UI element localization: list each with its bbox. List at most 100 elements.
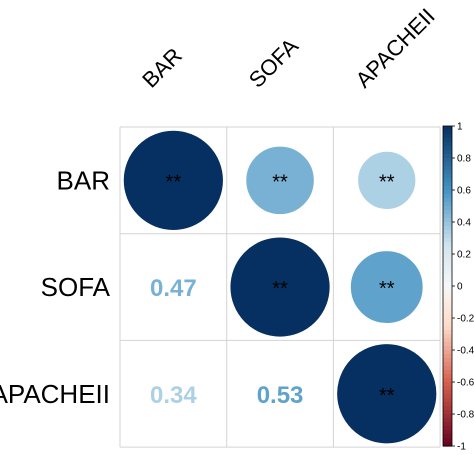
significance-mark: ** <box>272 278 288 300</box>
colorbar-segment <box>443 302 452 307</box>
corr-circle-bar-sofa <box>244 145 316 216</box>
colorbar-segment <box>443 182 452 187</box>
colorbar-segment <box>443 142 452 147</box>
colorbar-tick-label: 0.8 <box>457 154 471 165</box>
colorbar-segment <box>443 426 452 431</box>
corr-circle-bar-apacheii <box>356 150 417 211</box>
colorbar-segment <box>443 170 452 175</box>
colorbar-segment <box>443 178 452 183</box>
colorbar-segment <box>443 442 452 447</box>
colorbar-segment <box>443 250 452 255</box>
colorbar-segment <box>443 370 452 375</box>
colorbar-segment <box>443 330 452 335</box>
colorbar-segment <box>443 350 452 355</box>
colorbar-segment <box>443 234 452 239</box>
colorbar-segment <box>443 326 452 331</box>
colorbar-segment <box>443 366 452 371</box>
corr-circle-sofa-sofa <box>228 235 332 339</box>
colorbar-segment <box>443 386 452 391</box>
significance-mark: ** <box>379 278 395 300</box>
colorbar-segment <box>443 322 452 327</box>
colorbar-segment <box>443 278 452 283</box>
colorbar-tick-label: -0.4 <box>457 346 474 357</box>
column-label-bar: BAR <box>137 43 187 93</box>
colorbar-segment <box>443 138 452 143</box>
colorbar-segment <box>443 134 452 139</box>
colorbar-segment <box>443 198 452 203</box>
colorbar-segment <box>443 394 452 399</box>
colorbar-segment <box>443 194 452 199</box>
colorbar-tick-label: 0 <box>457 282 463 293</box>
colorbar-segment <box>443 262 452 267</box>
colorbar-segment <box>443 354 452 359</box>
colorbar-segment <box>443 306 452 311</box>
colorbar-tick-label: -1 <box>457 442 466 453</box>
corr-circle-bar-bar <box>122 129 225 232</box>
significance-mark: ** <box>166 171 182 193</box>
colorbar-segment <box>443 246 452 251</box>
colorbar-segment <box>443 190 452 195</box>
corr-circle-sofa-apacheii <box>349 249 425 325</box>
colorbar-segment <box>443 154 452 159</box>
colorbar-segment <box>443 390 452 395</box>
colorbar-segment <box>443 382 452 387</box>
colorbar-segment <box>443 202 452 207</box>
colorbar-segment <box>443 358 452 363</box>
colorbar-segment <box>443 226 452 231</box>
colorbar-segment <box>443 434 452 439</box>
colorbar-segment <box>443 438 452 443</box>
grid <box>119 126 441 448</box>
colorbar-segment <box>443 174 452 179</box>
colorbar-segment <box>443 338 452 343</box>
colorbar-segment <box>443 146 452 151</box>
column-label-sofa: SOFA <box>244 33 303 92</box>
colorbar-segment <box>443 398 452 403</box>
colorbar-segment <box>443 298 452 303</box>
row-label-apacheii: APACHEII <box>0 379 110 409</box>
colorbar-segment <box>443 290 452 295</box>
corr-value-apacheii-bar: 0.34 <box>150 382 197 409</box>
colorbar-segment <box>443 242 452 247</box>
colorbar-segment <box>443 126 452 131</box>
corr-value-sofa-bar: 0.47 <box>150 275 197 302</box>
colorbar-segment <box>443 286 452 291</box>
colorbar-tick-label: -0.8 <box>457 410 474 421</box>
colorbar-segment <box>443 374 452 379</box>
colorbar-segment <box>443 258 452 263</box>
colorbar-segment <box>443 274 452 279</box>
significance-mark: ** <box>379 385 395 407</box>
colorbar-segment <box>443 418 452 423</box>
colorbar-segment <box>443 130 452 135</box>
colorbar-segment <box>443 430 452 435</box>
colorbar-segment <box>443 218 452 223</box>
colorbar-tick-label: 0.2 <box>457 250 471 261</box>
colorbar-segment <box>443 282 452 287</box>
colorbar-segment <box>443 186 452 191</box>
colorbar-segment <box>443 334 452 339</box>
colorbar-segment <box>443 238 452 243</box>
colorbar-segment <box>443 150 452 155</box>
colorbar-segment <box>443 206 452 211</box>
colorbar: 1 0.8 0.6 0.4 0.2 0 -0.2 -0.4 -0.6 -0.8 -1 <box>442 122 474 453</box>
colorbar-segment <box>443 162 452 167</box>
colorbar-segment <box>443 214 452 219</box>
corr-circle-apacheii-apacheii <box>335 342 438 445</box>
colorbar-segment <box>443 230 452 235</box>
colorbar-tick-label: -0.6 <box>457 378 474 389</box>
colorbar-tick-label: -0.2 <box>457 314 474 325</box>
colorbar-segment <box>443 402 452 407</box>
colorbar-segment <box>443 294 452 299</box>
colorbar-segment <box>443 166 452 171</box>
colorbar-tick-label: 1 <box>457 122 463 133</box>
colorbar-segment <box>443 158 452 163</box>
row-label-sofa: SOFA <box>41 272 111 302</box>
colorbar-tick-label: 0.6 <box>457 186 471 197</box>
colorbar-tick-label: 0.4 <box>457 218 471 229</box>
colorbar-segment <box>443 266 452 271</box>
colorbar-segment <box>443 270 452 275</box>
colorbar-segment <box>443 422 452 427</box>
colorbar-segment <box>443 406 452 411</box>
colorbar-segment <box>443 414 452 419</box>
cells: ** ** ** 0.47 ** ** 0.34 0.53 ** <box>122 129 438 445</box>
